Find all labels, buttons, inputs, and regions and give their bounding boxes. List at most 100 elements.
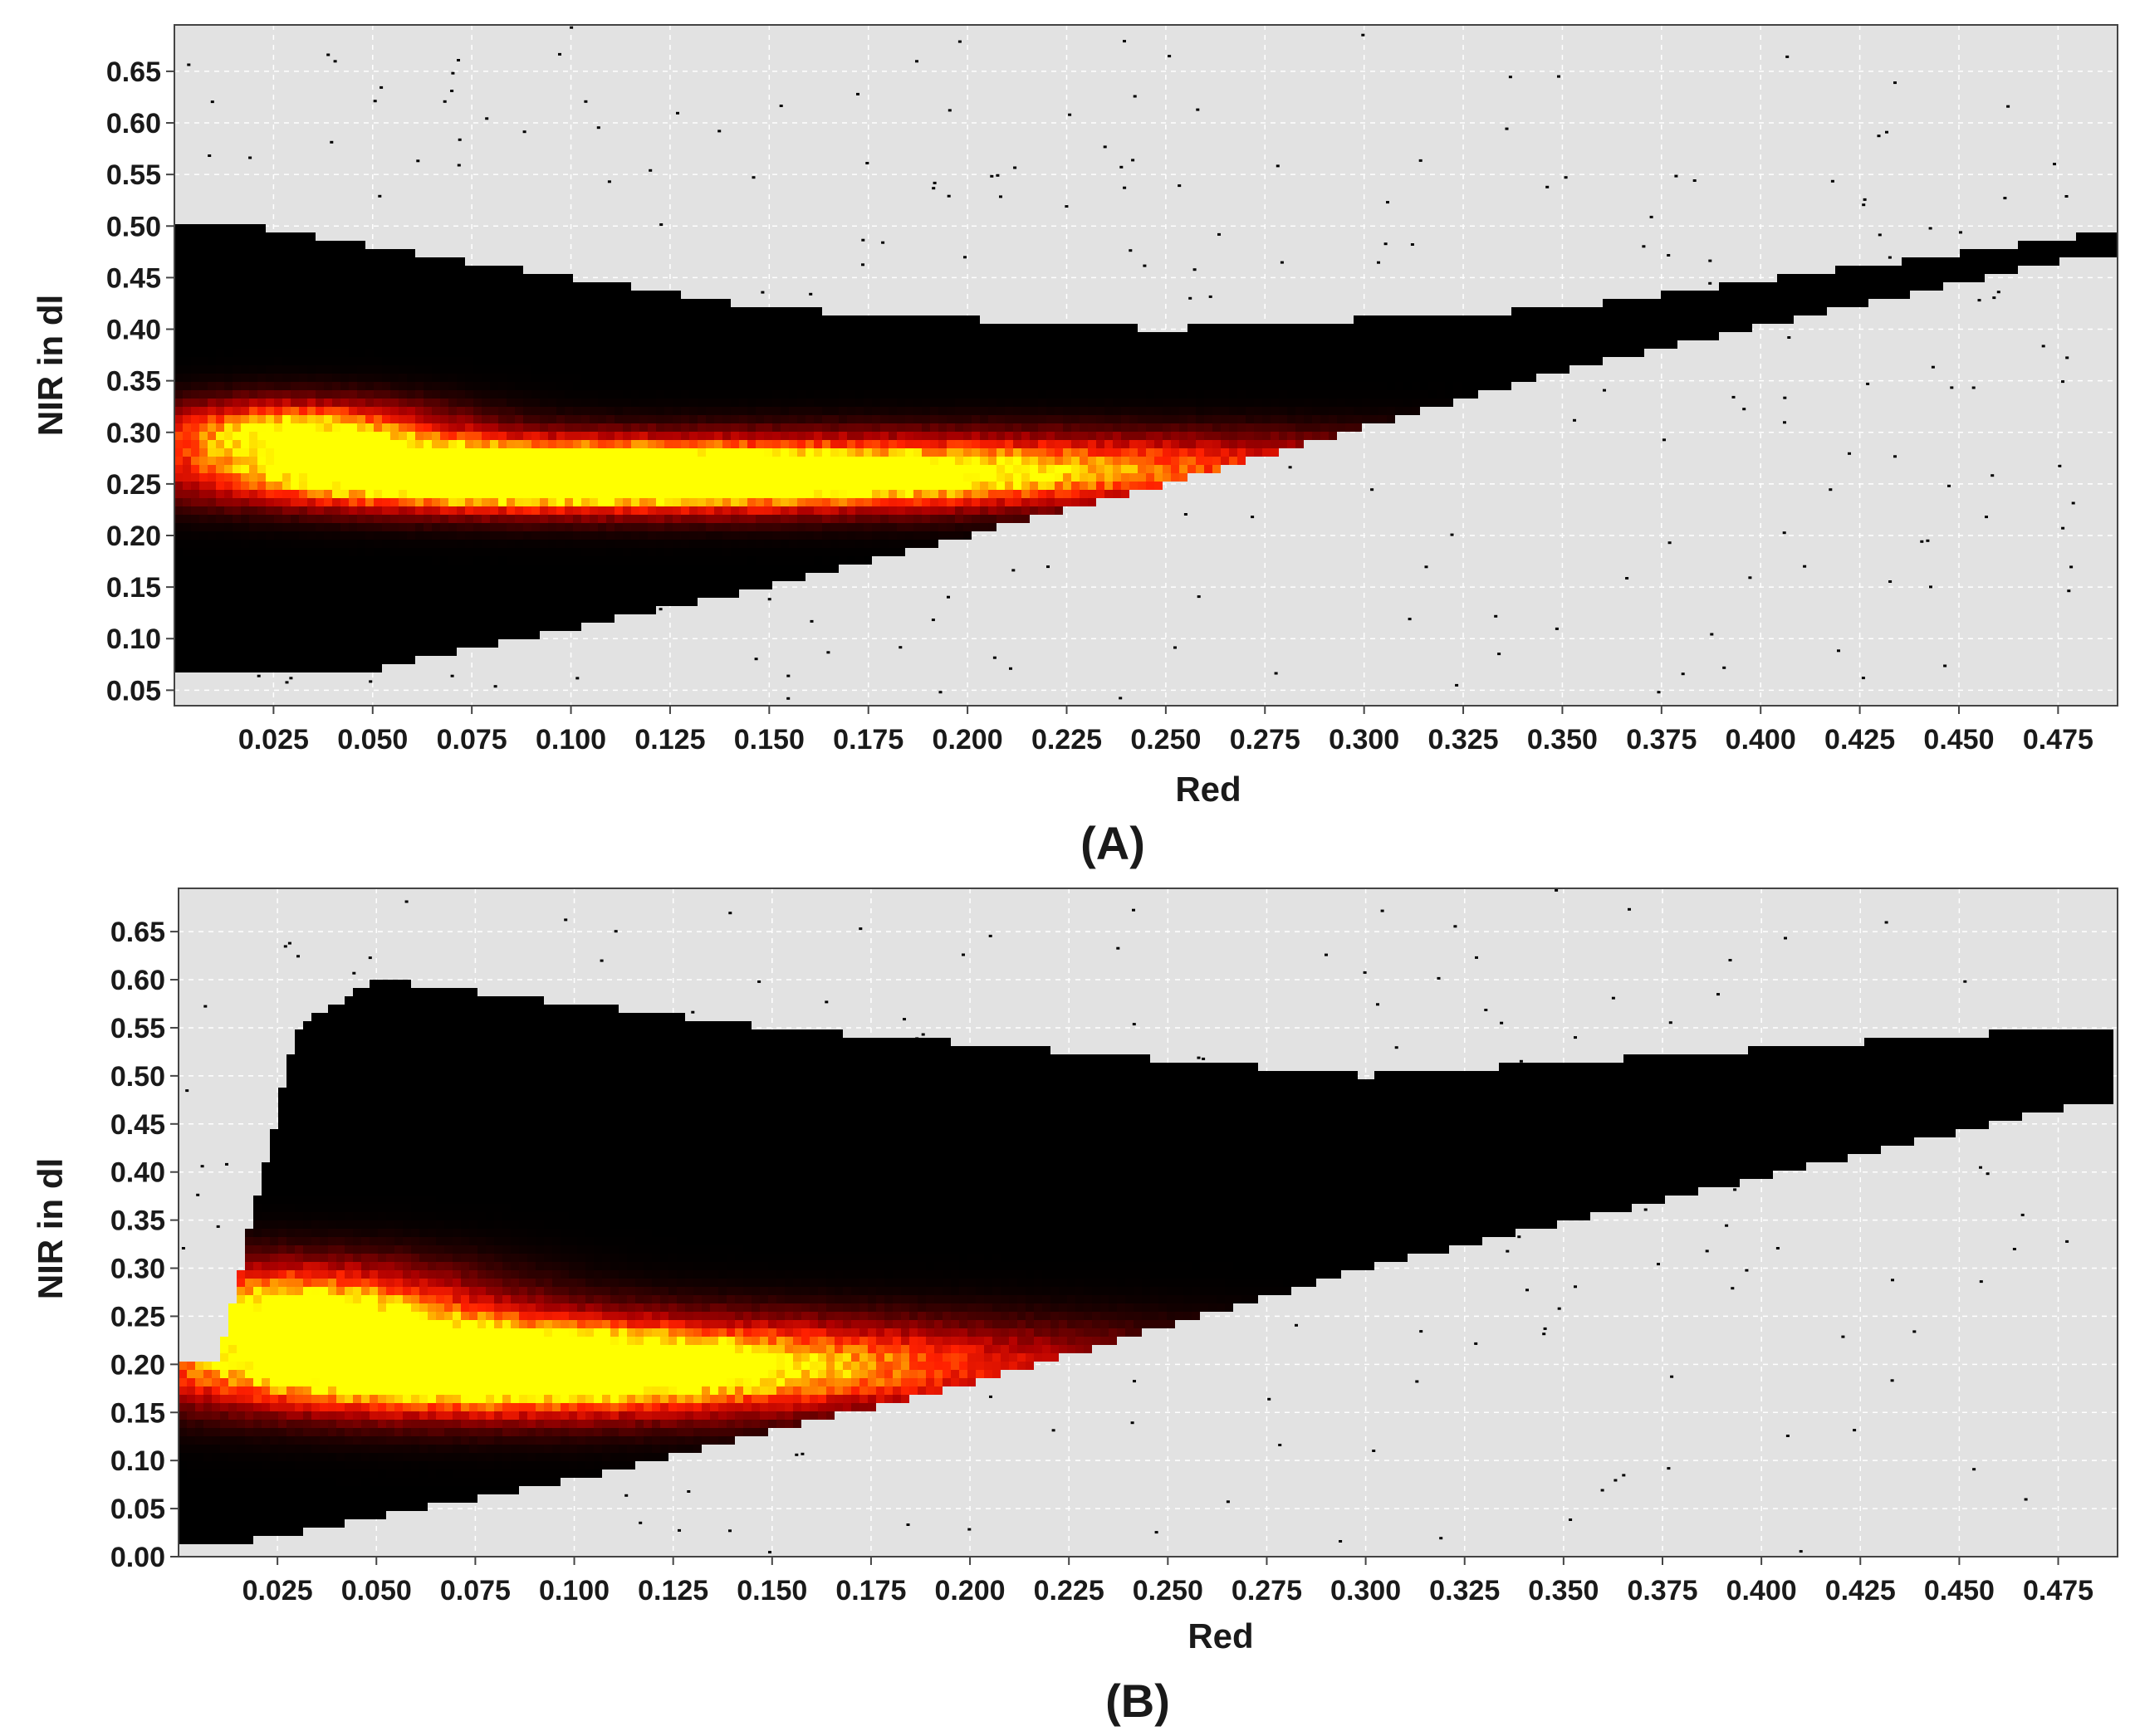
density-cell (224, 639, 233, 648)
density-cell (540, 506, 548, 515)
density-cell (390, 307, 399, 315)
density-cell (316, 648, 324, 656)
density-cell (1279, 432, 1287, 440)
density-cell (415, 266, 424, 274)
density-cell (590, 315, 598, 324)
density-cell (830, 324, 839, 332)
density-cell (349, 531, 357, 540)
density-cell (1287, 332, 1295, 340)
density-cell (1013, 457, 1021, 465)
density-cell (731, 415, 739, 423)
density-cell (980, 448, 988, 457)
density-cell (714, 448, 722, 457)
density-cell (565, 598, 573, 606)
density-cell (357, 448, 365, 457)
density-cell (282, 523, 291, 531)
density-cell (382, 365, 390, 374)
density-cell (291, 257, 299, 266)
density-cell (963, 423, 972, 432)
density-cell (938, 465, 947, 473)
density-cell (689, 448, 698, 457)
density-cell (1138, 482, 1146, 490)
density-cell (415, 548, 424, 556)
density-cell (731, 490, 739, 498)
density-cell (1237, 448, 1246, 457)
density-cell (1204, 465, 1212, 473)
density-cell (257, 340, 266, 349)
density-cell (282, 315, 291, 324)
density-cell (590, 291, 598, 299)
density-cell (590, 565, 598, 573)
density-cell (814, 565, 822, 573)
density-cell (689, 432, 698, 440)
density-cell (490, 448, 498, 457)
density-cell (357, 473, 365, 482)
density-cell (980, 457, 988, 465)
density-cell (556, 390, 565, 399)
density-cell (988, 382, 996, 390)
density-cell (432, 340, 440, 349)
density-cell (590, 457, 598, 465)
density-cell (507, 415, 515, 423)
density-cell (183, 664, 191, 672)
density-cell (1212, 382, 1221, 390)
density-cell (656, 382, 664, 390)
density-cell (656, 482, 664, 490)
density-cell (257, 515, 266, 523)
density-cell (689, 315, 698, 324)
density-cell (731, 565, 739, 573)
density-cell (457, 631, 465, 639)
density-cell (880, 332, 889, 340)
density-cell (432, 473, 440, 482)
density-cell (781, 357, 789, 365)
density-cell (581, 548, 590, 556)
density-cell (523, 423, 531, 432)
density-cell (722, 423, 731, 432)
density-cell (575, 677, 580, 680)
density-cell (1030, 506, 1038, 515)
density-cell (266, 448, 274, 457)
density-cell (1129, 457, 1138, 465)
density-cell (457, 490, 465, 498)
density-cell (797, 473, 806, 482)
density-cell (365, 324, 374, 332)
density-cell (988, 340, 996, 349)
density-cell (307, 324, 316, 332)
density-cell (357, 623, 365, 631)
density-cell (1104, 324, 1113, 332)
density-cell (1104, 457, 1113, 465)
density-cell (839, 548, 847, 556)
density-cell (1221, 365, 1229, 374)
density-cell (1187, 457, 1196, 465)
density-cell (1088, 473, 1096, 482)
density-cell (1046, 332, 1055, 340)
density-cell (565, 399, 573, 407)
density-cell (681, 307, 689, 315)
density-cell (1262, 415, 1271, 423)
density-cell (822, 515, 830, 523)
density-cell (1163, 365, 1171, 374)
density-cell (615, 324, 623, 332)
density-cell (1121, 465, 1129, 473)
density-cell (498, 307, 507, 315)
density-cell (291, 332, 299, 340)
density-cell (1154, 407, 1163, 415)
density-cell (332, 357, 340, 365)
density-cell (191, 382, 199, 390)
density-cell (498, 565, 507, 573)
density-cell (432, 407, 440, 415)
density-cell (490, 299, 498, 307)
density-cell (465, 365, 473, 374)
density-cell (432, 415, 440, 423)
density-cell (938, 340, 947, 349)
density-cell (1080, 399, 1088, 407)
density-cell (274, 614, 282, 623)
density-cell (615, 581, 623, 589)
density-cell (806, 457, 814, 465)
density-cell (399, 432, 407, 440)
density-cell (656, 440, 664, 448)
density-cell (764, 482, 772, 490)
density-cell (523, 465, 531, 473)
density-cell (473, 332, 482, 340)
density-cell (365, 291, 374, 299)
